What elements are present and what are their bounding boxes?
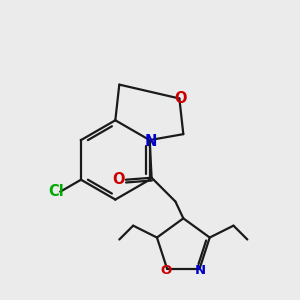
Text: O: O bbox=[160, 264, 172, 277]
Text: N: N bbox=[195, 264, 206, 277]
Text: N: N bbox=[144, 134, 157, 148]
Text: O: O bbox=[174, 91, 187, 106]
Text: O: O bbox=[113, 172, 125, 187]
Text: Cl: Cl bbox=[49, 184, 64, 199]
